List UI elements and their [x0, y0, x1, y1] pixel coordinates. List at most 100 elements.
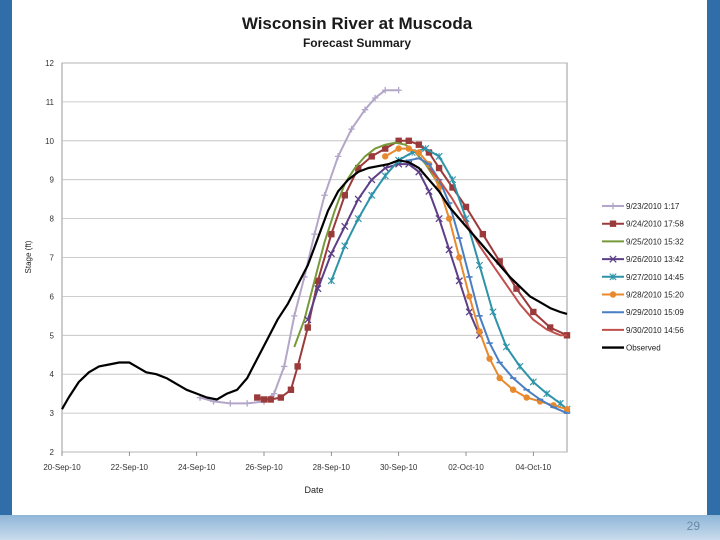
series-line — [408, 157, 568, 415]
data-point — [341, 222, 349, 231]
x-tick-label: 28-Sep-10 — [313, 463, 351, 472]
chart-panel: Wisconsin River at Muscoda Forecast Summ… — [12, 0, 707, 515]
data-point — [523, 394, 530, 401]
data-point — [287, 386, 295, 393]
data-point — [449, 184, 456, 191]
legend-label: 9/27/2010 14:45 — [626, 273, 684, 282]
y-tick-label: 3 — [50, 409, 55, 418]
data-point — [445, 215, 453, 222]
data-point — [227, 400, 234, 407]
legend-item: 9/25/2010 15:32 — [602, 237, 684, 246]
series-line — [257, 139, 568, 401]
data-point — [496, 374, 503, 382]
data-point — [405, 137, 412, 144]
data-point — [327, 249, 335, 258]
data-point — [371, 94, 379, 102]
data-point — [556, 399, 564, 407]
x-tick-label: 02-Oct-10 — [448, 463, 484, 472]
chart-title: Wisconsin River at Muscoda — [242, 14, 473, 33]
y-tick-label: 9 — [50, 176, 55, 185]
y-tick-label: 8 — [50, 215, 55, 224]
y-tick-label: 6 — [50, 292, 55, 301]
slide-footer-band — [0, 515, 720, 540]
data-point — [435, 164, 443, 172]
series-8 — [428, 167, 567, 337]
legend-item: 9/30/2010 14:56 — [602, 326, 684, 335]
data-point — [382, 87, 389, 94]
data-point — [489, 308, 497, 316]
data-point — [368, 191, 376, 199]
y-tick-label: 5 — [50, 331, 55, 340]
data-point — [354, 195, 362, 203]
data-point — [395, 145, 402, 152]
data-point — [455, 277, 463, 285]
data-point — [254, 394, 261, 401]
data-point — [260, 396, 268, 403]
x-axis-label: Date — [304, 485, 323, 495]
series-2 — [254, 137, 571, 403]
legend-label: 9/29/2010 15:09 — [626, 308, 684, 317]
data-point — [486, 355, 493, 362]
data-point — [609, 273, 617, 281]
legend-label: Observed — [626, 344, 661, 353]
legend-label: 9/26/2010 13:42 — [626, 255, 684, 264]
legend-item: 9/24/2010 17:58 — [602, 220, 684, 229]
data-point — [368, 176, 376, 184]
y-axis-label: Stage (ft) — [24, 240, 33, 273]
data-point — [422, 144, 430, 153]
x-tick-label: 26-Sep-10 — [245, 463, 283, 472]
data-point — [341, 192, 348, 199]
series-line — [428, 167, 567, 337]
data-point — [609, 291, 617, 298]
data-point — [479, 230, 487, 238]
data-point — [328, 230, 335, 238]
data-point — [270, 390, 278, 397]
series-line — [384, 147, 568, 411]
legend-item: 9/23/2010 1:17 — [602, 202, 680, 211]
data-point — [462, 203, 470, 211]
x-tick-label: 20-Sep-10 — [43, 463, 81, 472]
series-6 — [382, 145, 571, 413]
right-frame-bar — [707, 0, 720, 515]
data-point — [294, 363, 301, 370]
y-tick-label: 12 — [45, 59, 54, 68]
data-point — [321, 192, 328, 199]
data-point — [435, 214, 443, 223]
data-point — [381, 172, 389, 180]
data-point — [395, 137, 402, 144]
legend-item: 9/27/2010 14:45 — [602, 273, 684, 282]
data-point — [530, 308, 537, 316]
page-number: 29 — [686, 519, 700, 533]
data-point — [425, 187, 433, 196]
data-point — [267, 396, 274, 403]
legend-item: 9/26/2010 13:42 — [602, 255, 684, 264]
data-point — [291, 312, 298, 320]
data-point — [341, 242, 349, 250]
data-point — [348, 125, 355, 133]
data-point — [609, 255, 617, 263]
x-tick-label: 22-Sep-10 — [111, 463, 149, 472]
data-point — [609, 220, 617, 227]
legend-label: 9/30/2010 14:56 — [626, 326, 684, 335]
legend-item: 9/29/2010 15:09 — [602, 308, 684, 317]
data-point — [277, 394, 285, 401]
data-point — [466, 293, 473, 300]
y-tick-label: 10 — [45, 137, 54, 146]
data-point — [314, 277, 322, 285]
data-point — [281, 363, 288, 370]
data-point — [415, 149, 423, 156]
y-tick-label: 7 — [50, 254, 55, 263]
y-tick-label: 11 — [46, 98, 55, 107]
data-point — [304, 324, 311, 331]
series-line — [306, 163, 481, 336]
x-tick-label: 30-Sep-10 — [380, 463, 418, 472]
data-point — [395, 87, 402, 94]
data-point — [546, 324, 554, 331]
data-point — [382, 145, 389, 152]
x-tick-label: 24-Sep-10 — [178, 463, 216, 472]
chart-subtitle: Forecast Summary — [303, 36, 411, 50]
series-line — [61, 159, 568, 410]
data-point — [361, 106, 369, 113]
data-point — [475, 261, 484, 269]
data-point — [456, 254, 463, 261]
